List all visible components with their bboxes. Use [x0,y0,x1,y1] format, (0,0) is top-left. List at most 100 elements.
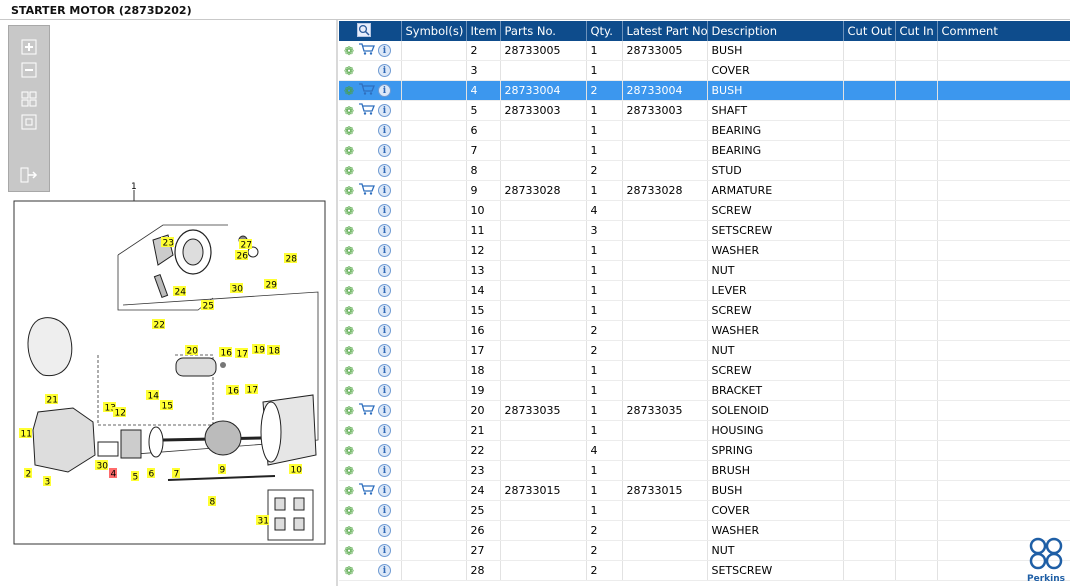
table-row[interactable]: ❁ i 5 28733003 1 28733003 SHAFT [339,100,1070,121]
gear-icon[interactable]: ❁ [343,423,355,438]
gear-icon[interactable]: ❁ [343,203,355,218]
parts-grid[interactable]: Symbol(s) Item Parts No. Qty. Latest Part No… [339,21,1070,586]
table-row[interactable]: ❁ i 8 2 STUD [339,160,1070,181]
callout-badge[interactable] [264,279,277,289]
info-icon[interactable]: i [378,304,391,317]
callout-badge[interactable] [95,460,108,470]
callout-badge[interactable] [109,468,117,478]
search-icon[interactable] [357,22,371,40]
table-row[interactable]: ❁ i 7 1 BEARING [339,140,1070,161]
gear-icon[interactable]: ❁ [343,483,355,498]
gear-icon[interactable]: ❁ [343,263,355,278]
info-icon[interactable]: i [378,324,391,337]
table-row[interactable]: ❁ i 6 1 BEARING [339,120,1070,141]
gear-icon[interactable]: ❁ [343,363,355,378]
gear-icon[interactable]: ❁ [343,63,355,78]
callout-label[interactable]: 4 [111,470,117,480]
callout-badge[interactable] [267,345,280,355]
callout-label[interactable]: 9 [220,466,226,476]
callout-badge[interactable] [218,464,226,474]
column-header[interactable]: Description [707,21,844,41]
callout-label[interactable]: 17 [237,350,248,360]
callout-label[interactable]: 2 [26,470,32,480]
callout-badge[interactable] [252,344,265,354]
callout-badge[interactable] [146,390,159,400]
callout-label[interactable]: 20 [187,347,199,357]
gear-icon[interactable]: ❁ [343,403,355,418]
callout-label[interactable]: 18 [269,347,281,357]
gear-icon[interactable]: ❁ [343,503,355,518]
column-header[interactable]: Symbol(s) [401,21,467,41]
info-icon[interactable]: i [378,124,391,137]
callout-badge[interactable] [45,394,58,404]
column-header[interactable]: Qty. [586,21,623,41]
column-header[interactable]: Comment [937,21,1070,41]
table-row[interactable]: ❁ i 13 1 NUT [339,260,1070,281]
column-header[interactable]: Cut Out [843,21,896,41]
info-icon[interactable]: i [378,104,391,117]
table-row[interactable]: ❁ i 20 28733035 1 28733035 SOLENOID [339,400,1070,421]
gear-icon[interactable]: ❁ [343,243,355,258]
callout-label[interactable]: 30 [97,462,109,472]
callout-label[interactable]: 10 [291,466,303,476]
callout-label[interactable]: 28 [286,255,298,265]
column-header[interactable]: Parts No. [500,21,587,41]
info-icon[interactable]: i [378,564,391,577]
info-icon[interactable]: i [378,184,391,197]
info-icon[interactable]: i [378,344,391,357]
table-row[interactable]: ❁ i 9 28733028 1 28733028 ARMATURE [339,180,1070,201]
gear-icon[interactable]: ❁ [343,443,355,458]
info-icon[interactable]: i [378,204,391,217]
cart-icon[interactable] [358,183,375,198]
callout-badge[interactable] [201,300,214,310]
gear-icon[interactable]: ❁ [343,103,355,118]
gear-icon[interactable]: ❁ [343,463,355,478]
table-row[interactable]: ❁ i 27 2 NUT [339,540,1070,561]
info-icon[interactable]: i [378,444,391,457]
callout-label[interactable]: 16 [221,349,233,359]
callout-badge[interactable] [235,348,248,358]
column-header-icons[interactable] [339,21,402,41]
callout-badge[interactable] [131,471,139,481]
info-icon[interactable]: i [378,384,391,397]
table-row[interactable]: ❁ i 18 1 SCREW [339,360,1070,381]
callout-label[interactable]: 25 [203,302,214,312]
callout-label[interactable]: 26 [237,252,249,262]
callout-badge[interactable] [173,286,186,296]
gear-icon[interactable]: ❁ [343,163,355,178]
callout-badge[interactable] [147,468,155,478]
actual-size-icon[interactable] [19,112,38,131]
gear-icon[interactable]: ❁ [343,563,355,578]
table-row[interactable]: ❁ i 21 1 HOUSING [339,420,1070,441]
callout-label[interactable]: 19 [254,346,266,356]
gear-icon[interactable]: ❁ [343,523,355,538]
diagram-pane[interactable]: 1 23 2 [0,20,336,586]
table-row[interactable]: ❁ i 19 1 BRACKET [339,380,1070,401]
info-icon[interactable]: i [378,484,391,497]
table-row[interactable]: ❁ i 24 28733015 1 28733015 BUSH [339,480,1070,501]
callout-label[interactable]: 31 [258,517,269,527]
table-row[interactable]: ❁ i 3 1 COVER [339,60,1070,81]
callout-label[interactable]: 21 [47,396,58,406]
callout-label[interactable]: 29 [266,281,278,291]
info-icon[interactable]: i [378,164,391,177]
info-icon[interactable]: i [378,424,391,437]
callout-badge[interactable] [226,385,239,395]
table-row[interactable]: ❁ i 14 1 LEVER [339,280,1070,301]
callout-label[interactable]: 8 [210,498,216,508]
info-icon[interactable]: i [378,64,391,77]
gear-icon[interactable]: ❁ [343,303,355,318]
gear-icon[interactable]: ❁ [343,43,355,58]
callout-badge[interactable] [239,239,252,249]
table-row[interactable]: ❁ i 23 1 BRUSH [339,460,1070,481]
column-header[interactable]: Latest Part No. [622,21,708,41]
callout-badge[interactable] [43,476,51,486]
info-icon[interactable]: i [378,464,391,477]
callout-label[interactable]: 12 [115,409,126,419]
info-icon[interactable]: i [378,264,391,277]
callout-badge[interactable] [284,253,297,263]
column-header[interactable]: Cut In [895,21,938,41]
info-icon[interactable]: i [378,244,391,257]
info-icon[interactable]: i [378,144,391,157]
callout-label[interactable]: 3 [45,478,51,488]
